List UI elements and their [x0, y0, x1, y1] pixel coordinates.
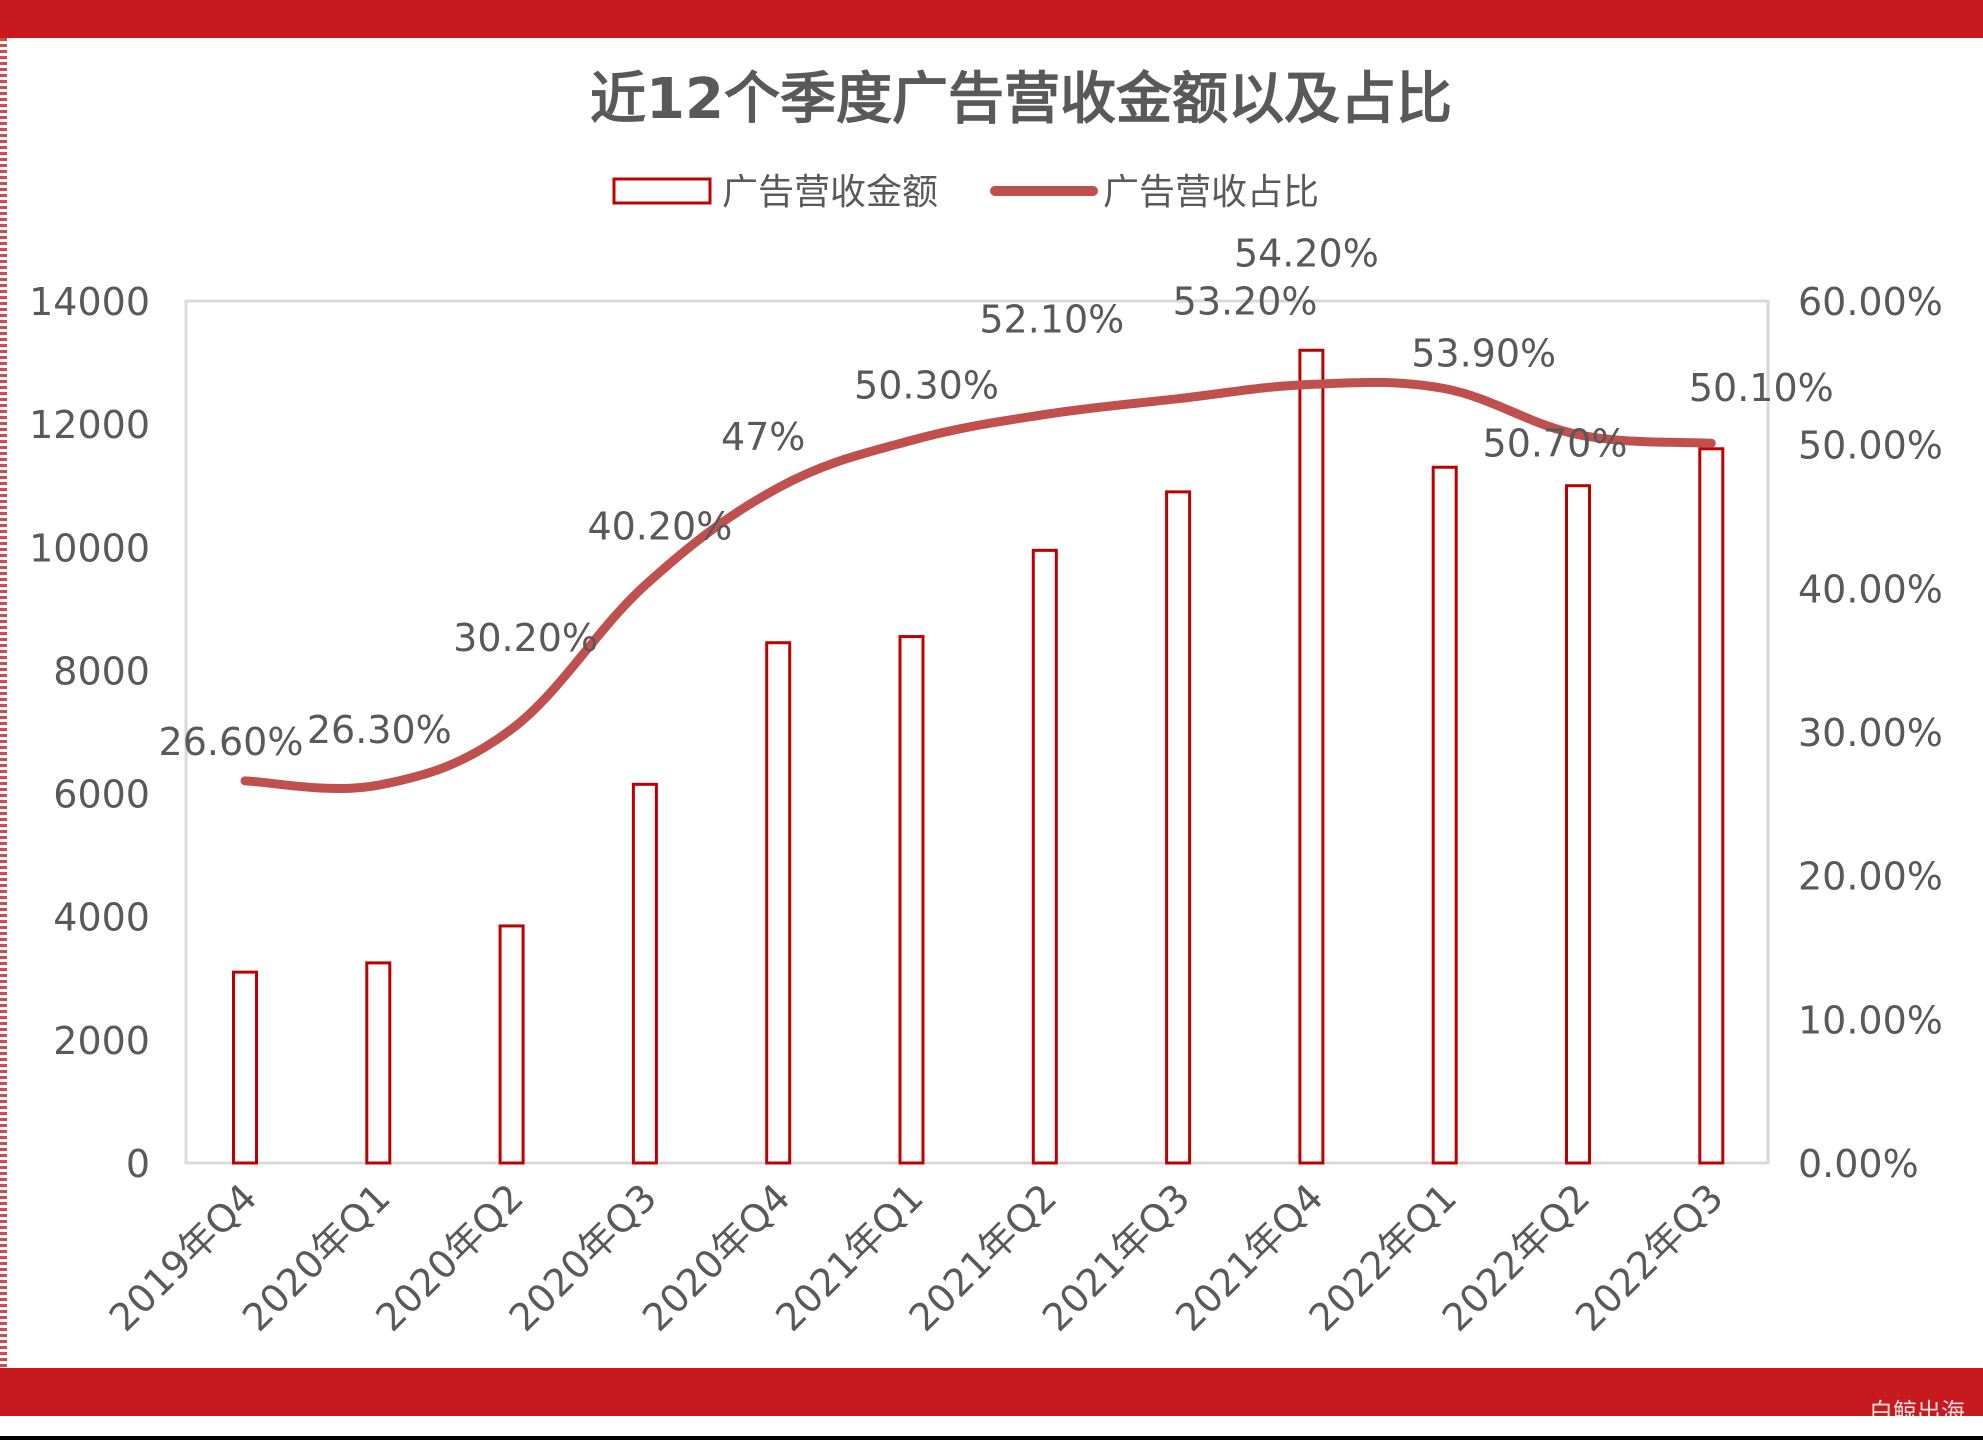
right-tick-label: 50.00%	[1798, 424, 1943, 468]
legend: 广告营收金额 广告营收占比	[612, 172, 1319, 213]
line-data-label: 30.20%	[453, 616, 598, 660]
bar	[898, 635, 925, 1165]
left-tick-label: 6000	[53, 773, 150, 817]
line-data-label: 52.10%	[979, 297, 1124, 341]
line-data-label: 50.30%	[854, 363, 999, 407]
line-data-label: 40.20%	[587, 504, 732, 548]
left-tick-label: 12000	[29, 403, 150, 447]
line-data-labels: 26.60% 26.30% 30.20% 40.20% 47% 50.30% 52.10% 5…	[159, 231, 1834, 764]
top-red-band	[0, 0, 1983, 38]
bar	[765, 641, 792, 1165]
bottom-red-band	[0, 1368, 1983, 1416]
line-data-label: 47%	[721, 415, 805, 459]
bar	[631, 782, 658, 1165]
bar	[1431, 465, 1458, 1165]
left-tick-label: 2000	[53, 1019, 150, 1063]
watermark-text: 白鲸出海	[1869, 1398, 1965, 1426]
left-tick-label: 14000	[29, 280, 150, 324]
left-tick-label: 0	[126, 1142, 150, 1186]
right-axis: 0.00% 10.00% 20.00% 30.00% 40.00% 50.00% 60.00…	[1798, 280, 1943, 1186]
plot-area	[184, 299, 1770, 1165]
line-series	[240, 377, 1716, 794]
legend-label-line: 广告营收占比	[1103, 172, 1319, 213]
right-tick-label: 20.00%	[1798, 855, 1943, 899]
line-data-label: 54.20%	[1234, 231, 1379, 275]
line-data-label: 50.70%	[1483, 422, 1628, 466]
right-tick-label: 10.00%	[1798, 998, 1943, 1042]
left-tick-label: 4000	[53, 896, 150, 940]
line-data-label: 50.10%	[1689, 366, 1834, 410]
line-data-label: 26.60%	[159, 720, 304, 764]
line-data-label: 26.30%	[307, 708, 452, 752]
legend-label-bar: 广告营收金额	[722, 172, 938, 213]
chart-title: 近12个季度广告营收金额以及占比	[590, 67, 1452, 132]
right-tick-label: 30.00%	[1798, 711, 1943, 755]
bar	[365, 961, 392, 1165]
left-tick-label: 10000	[29, 526, 150, 570]
left-axis: 0 2000 4000 6000 8000 10000 12000 14000	[29, 280, 150, 1186]
line-data-label: 53.20%	[1173, 280, 1318, 324]
bar	[1031, 548, 1058, 1165]
right-tick-label: 60.00%	[1798, 280, 1943, 324]
bar-series	[232, 348, 1725, 1165]
bar	[498, 924, 525, 1165]
bar	[1165, 490, 1192, 1165]
left-tick-label: 8000	[53, 649, 150, 693]
bar	[232, 970, 258, 1165]
bar	[1565, 484, 1591, 1165]
ratio-line	[240, 377, 1716, 794]
bar	[1698, 447, 1725, 1165]
legend-swatch-bar	[612, 177, 712, 205]
x-axis: 2019年Q42020年Q12020年Q22020年Q32020年Q42021年…	[101, 1175, 1732, 1340]
left-dotted-edge	[0, 38, 7, 1368]
right-tick-label: 40.00%	[1798, 567, 1943, 611]
bar	[1298, 348, 1325, 1165]
right-tick-label: 0.00%	[1798, 1142, 1919, 1186]
line-data-label: 53.90%	[1411, 332, 1556, 376]
